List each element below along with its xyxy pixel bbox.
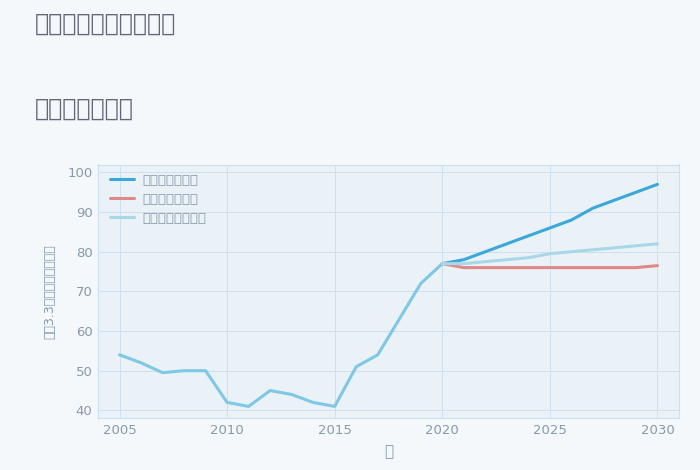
バッドシナリオ	[460, 265, 468, 270]
ノーマルシナリオ	[567, 249, 575, 255]
バッドシナリオ	[524, 265, 533, 270]
ノーマルシナリオ	[546, 251, 554, 257]
Line: バッドシナリオ: バッドシナリオ	[442, 264, 657, 267]
ノーマルシナリオ	[524, 255, 533, 260]
バッドシナリオ	[653, 263, 662, 268]
ノーマルシナリオ	[460, 261, 468, 266]
Text: 埼玉県八潮市木曽根の: 埼玉県八潮市木曽根の	[35, 12, 176, 36]
ノーマルシナリオ	[503, 257, 511, 262]
X-axis label: 年: 年	[384, 444, 393, 459]
Line: ノーマルシナリオ: ノーマルシナリオ	[442, 244, 657, 264]
ノーマルシナリオ	[481, 259, 489, 265]
グッドシナリオ	[546, 225, 554, 231]
グッドシナリオ	[653, 181, 662, 187]
グッドシナリオ	[503, 241, 511, 247]
ノーマルシナリオ	[653, 241, 662, 247]
グッドシナリオ	[438, 261, 447, 266]
ノーマルシナリオ	[610, 245, 619, 251]
ノーマルシナリオ	[438, 261, 447, 266]
グッドシナリオ	[567, 217, 575, 223]
バッドシナリオ	[567, 265, 575, 270]
バッドシナリオ	[632, 265, 640, 270]
バッドシナリオ	[481, 265, 489, 270]
バッドシナリオ	[610, 265, 619, 270]
Text: 土地の価格推移: 土地の価格推移	[35, 96, 134, 120]
グッドシナリオ	[481, 249, 489, 255]
グッドシナリオ	[632, 189, 640, 195]
Line: グッドシナリオ: グッドシナリオ	[442, 184, 657, 264]
バッドシナリオ	[503, 265, 511, 270]
グッドシナリオ	[589, 205, 597, 211]
バッドシナリオ	[438, 261, 447, 266]
グッドシナリオ	[610, 197, 619, 203]
Y-axis label: 坪（3.3㎡）単価（万円）: 坪（3.3㎡）単価（万円）	[43, 244, 56, 339]
ノーマルシナリオ	[632, 243, 640, 249]
グッドシナリオ	[524, 233, 533, 239]
バッドシナリオ	[546, 265, 554, 270]
グッドシナリオ	[460, 257, 468, 262]
ノーマルシナリオ	[589, 247, 597, 252]
バッドシナリオ	[589, 265, 597, 270]
Legend: グッドシナリオ, バッドシナリオ, ノーマルシナリオ: グッドシナリオ, バッドシナリオ, ノーマルシナリオ	[111, 173, 206, 225]
